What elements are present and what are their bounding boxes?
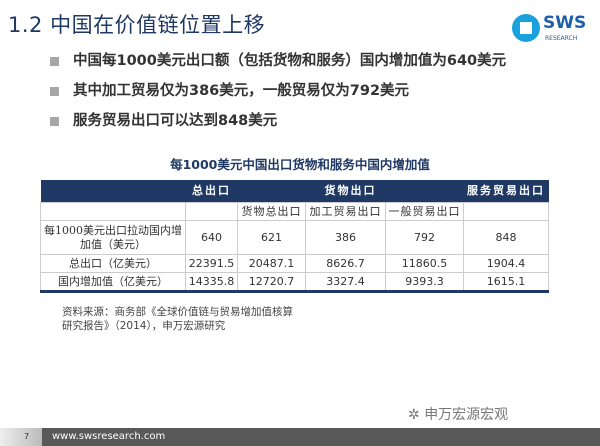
footer-bar: 7 www.swsresearch.com bbox=[0, 428, 600, 446]
table-row: 每1000美元出口拉动国内增加值（美元） 640 621 386 792 848 bbox=[40, 220, 549, 255]
logo-mark-icon bbox=[512, 14, 540, 42]
logo-text: SWS bbox=[543, 13, 587, 33]
square-bullet-icon bbox=[50, 116, 59, 126]
table-row: 总出口（亿美元） 22391.5 20487.1 8626.7 11860.5 1904.… bbox=[40, 254, 549, 273]
header-goods-export: 货物出口 bbox=[237, 180, 464, 203]
wechat-icon: ✲ bbox=[408, 407, 425, 423]
table-title: 每1000美元中国出口货物和服务中国内增加值 bbox=[170, 157, 430, 172]
slide-title: 1.2 中国在价值链位置上移 bbox=[8, 13, 266, 37]
value-added-table: 总出口 货物出口 服务贸易出口 货物总出口 加工贸易出口 一般贸易出口 每1000美… bbox=[40, 180, 549, 293]
wechat-watermark: ✲ 申万宏源宏观 bbox=[408, 407, 509, 423]
source-note: 资料来源：商务部《全球价值链与贸易增加值核算 研究报告》（2014），申万宏源研究 bbox=[62, 306, 293, 332]
header-row: 总出口 货物出口 服务贸易出口 bbox=[40, 180, 549, 203]
table-section: 每1000美元中国出口货物和服务中国内增加值 总出口 货物出口 服务贸易出口 货… bbox=[0, 156, 600, 333]
bullet-item: 服务贸易出口可以达到848美元 bbox=[50, 106, 506, 136]
sws-logo: SWS RESEARCH bbox=[512, 14, 596, 46]
table-row: 国内增加值（亿美元） 14335.8 12720.7 3327.4 9393.3 1615… bbox=[40, 272, 549, 293]
bullet-item: 中国每1000美元出口额（包括货物和服务）国内增加值为640美元 bbox=[50, 46, 506, 76]
website-link[interactable]: www.swsresearch.com bbox=[52, 431, 166, 442]
page-number: 7 bbox=[24, 432, 30, 441]
square-bullet-icon bbox=[50, 86, 59, 96]
logo-subtext: RESEARCH bbox=[545, 35, 578, 42]
square-bullet-icon bbox=[50, 56, 59, 66]
bullet-list: 中国每1000美元出口额（包括货物和服务）国内增加值为640美元 其中加工贸易仅… bbox=[50, 46, 506, 136]
header-service-export: 服务贸易出口 bbox=[463, 180, 549, 203]
subheader-row: 货物总出口 加工贸易出口 一般贸易出口 bbox=[40, 202, 549, 221]
header-total-export: 总出口 bbox=[185, 180, 238, 203]
bullet-item: 其中加工贸易仅为386美元，一般贸易仅为792美元 bbox=[50, 76, 506, 106]
